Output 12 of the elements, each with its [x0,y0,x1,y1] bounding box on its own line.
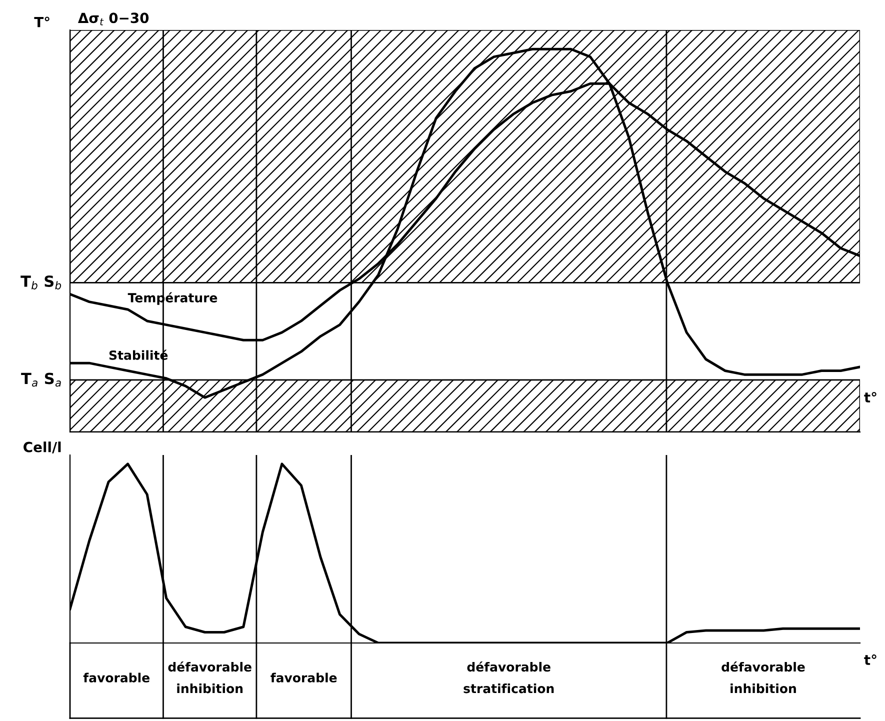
x-axis-title: t° [864,392,876,402]
text: Δσ$_{t}$ 0−30 [78,12,149,26]
band-label: T$_{b}$ S$_{b}$ [20,275,62,290]
band-label: T$_{a}$ S$_{a}$ [21,372,61,387]
x-axis-title: t° [864,654,876,665]
y-axis-title: Cell/l [24,442,61,454]
text: défavorable inhibition [722,661,805,694]
text: favorable [270,672,337,682]
text: défavorable inhibition [168,661,252,694]
text: favorable [83,672,150,682]
y-axis-title: T° [34,16,50,28]
text: défavorable stratification [464,661,554,694]
